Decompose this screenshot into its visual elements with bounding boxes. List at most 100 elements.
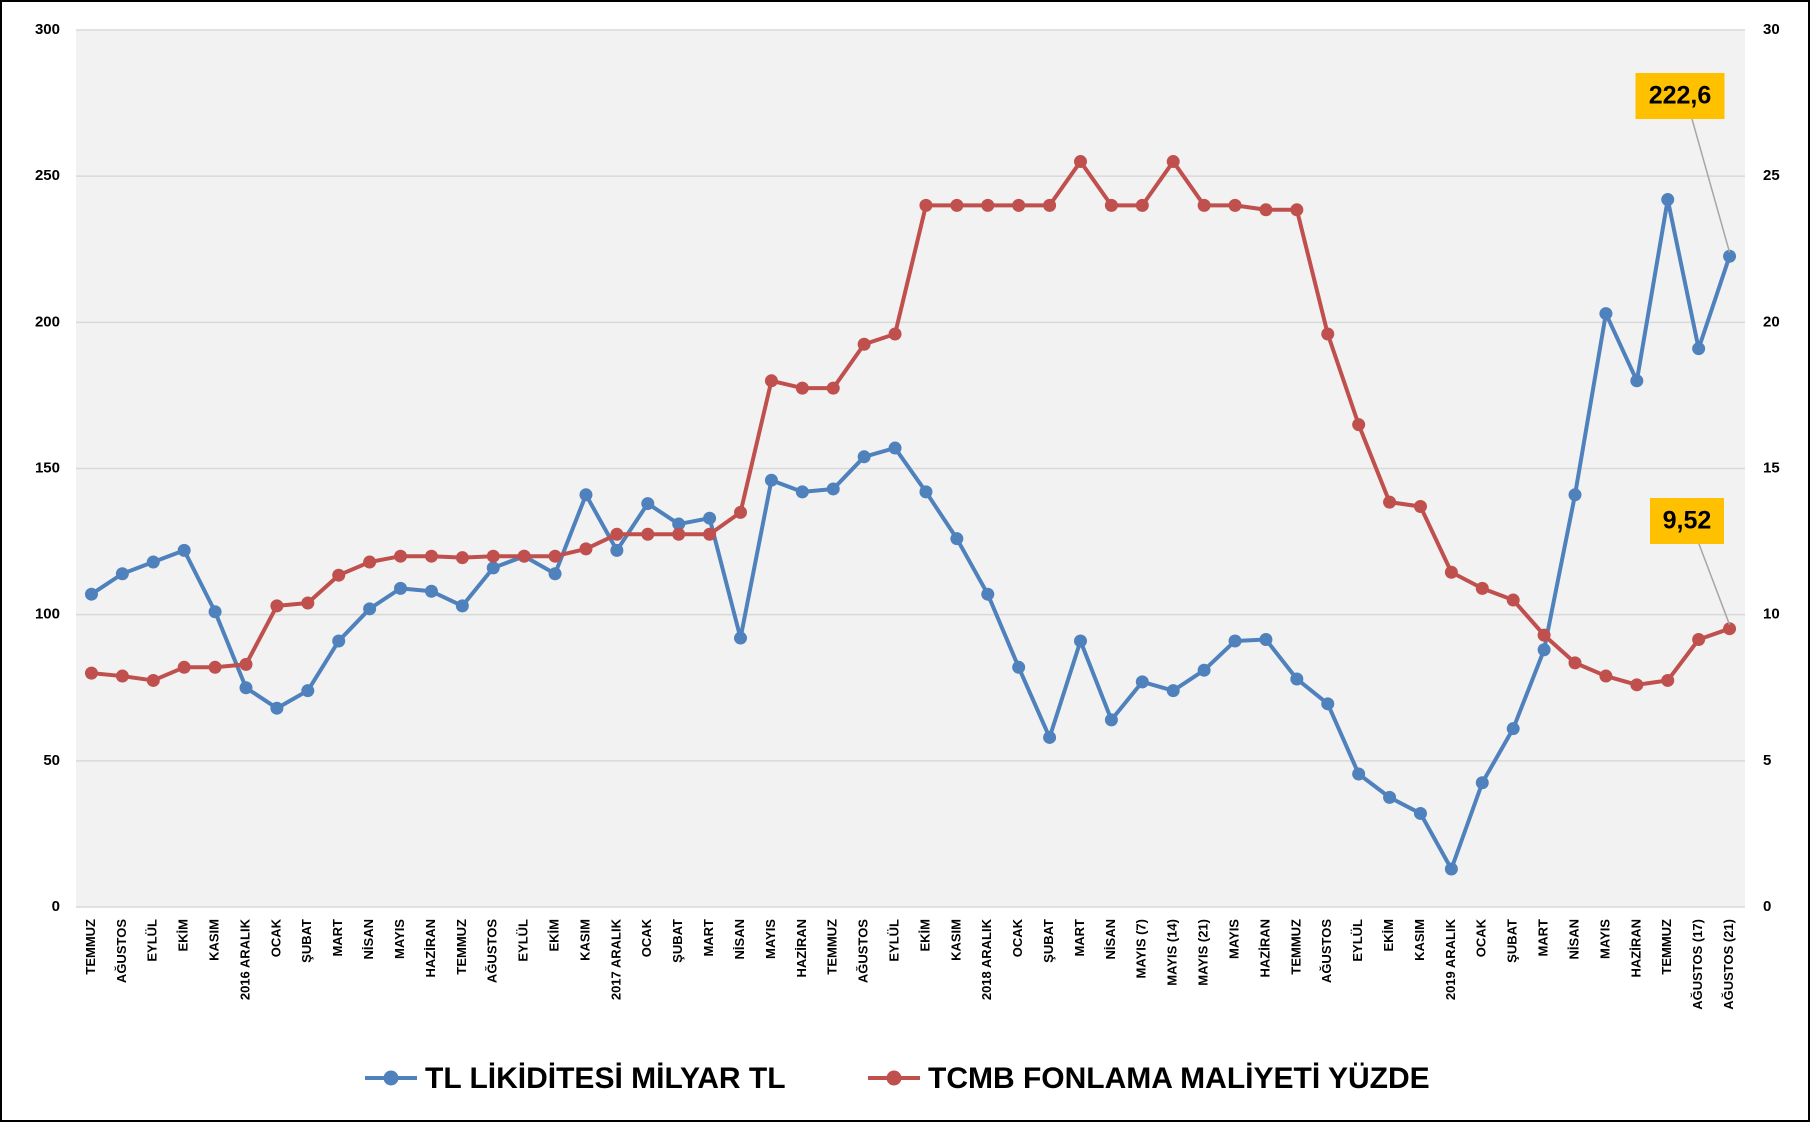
data-point [1568,488,1582,502]
x-tick-label: MAYIS (14) [1165,919,1180,986]
legend-marker [383,1070,399,1086]
data-point [1599,669,1613,683]
x-tick-label: OCAK [1010,918,1025,957]
data-point [1413,500,1427,514]
data-point [1259,203,1273,217]
y2-tick-label: 25 [1763,167,1780,184]
data-point [1197,663,1211,677]
data-point [1166,155,1180,169]
x-tick-label: 2017 ARALIK [608,918,623,1000]
x-tick-label: HAZİRAN [423,919,438,978]
x-tick-label: OCAK [1474,918,1489,957]
x-tick-label: EKİM [547,919,562,952]
data-point [1228,198,1242,212]
data-point [84,666,98,680]
data-point [1383,495,1397,509]
y-tick-label: 250 [35,167,60,184]
y2-tick-label: 20 [1763,313,1780,330]
x-tick-label: MAYIS (7) [1134,919,1149,978]
data-point [1723,622,1737,636]
data-point [795,485,809,499]
x-tick-label: 2018 ARALIK [979,918,994,1000]
data-point [703,527,717,541]
data-point [1475,776,1489,790]
data-point [1661,193,1675,207]
y2-tick-label: 30 [1763,21,1780,38]
data-point [672,517,686,531]
y2-tick-label: 15 [1763,459,1780,476]
legend-marker [886,1070,902,1086]
data-point [1352,767,1366,781]
x-tick-label: TEMMUZ [83,919,98,975]
data-point [486,561,500,575]
data-point [517,549,531,563]
data-point [1166,684,1180,698]
x-tick-label: ŞUBAT [1505,919,1520,963]
data-point [301,596,315,610]
data-point [1692,633,1706,647]
callout-box [1650,498,1724,544]
data-point [764,374,778,388]
data-point [115,669,129,683]
x-tick-label: KASIM [577,919,592,961]
data-point [826,381,840,395]
data-point [1413,806,1427,820]
x-tick-label: EYLÜL [516,919,531,962]
data-point [1290,672,1304,686]
y-tick-label: 50 [43,752,60,769]
x-tick-label: MAYIS [763,919,778,959]
data-point [672,527,686,541]
data-point [1104,713,1118,727]
data-point [826,482,840,496]
data-point [1568,656,1582,670]
legend-label: TL LİKİDİTESİ MİLYAR TL [425,1062,786,1095]
data-point [1012,198,1026,212]
y-tick-label: 100 [35,606,60,623]
data-point [1104,198,1118,212]
x-tick-label: NİSAN [732,919,747,959]
data-point [270,599,284,613]
data-point [1073,634,1087,648]
data-point [981,198,995,212]
callout-leader [1691,118,1731,253]
data-point [394,581,408,595]
data-point [795,381,809,395]
data-point [1506,722,1520,736]
data-point [764,473,778,487]
data-point [950,532,964,546]
callout-leader [1698,543,1731,625]
data-point [981,587,995,601]
x-tick-label: ŞUBAT [670,919,685,963]
data-point [579,542,593,556]
x-tick-label: AĞUSTOS (17) [1690,919,1705,1010]
data-point [146,555,160,569]
data-point [332,568,346,582]
x-tick-label: NİSAN [361,919,376,959]
data-point [208,660,222,674]
data-point [363,602,377,616]
x-tick-label: MAYIS [1226,919,1241,959]
data-point [610,543,624,557]
data-point [919,485,933,499]
data-point [1352,418,1366,432]
data-point [1537,628,1551,642]
y2-tick-label: 0 [1763,898,1771,915]
y2-tick-label: 5 [1763,752,1771,769]
data-point [239,657,253,671]
data-point [1444,862,1458,876]
data-point [950,198,964,212]
x-tick-label: EYLÜL [1350,919,1365,962]
data-point [548,567,562,581]
data-point [1383,790,1397,804]
value-label: 9,52 [1663,507,1712,535]
data-point [146,673,160,687]
y-tick-label: 0 [52,898,60,915]
data-point [1723,249,1737,263]
x-tick-label: MAYIS (21) [1196,919,1211,986]
x-tick-label: KASIM [207,919,222,961]
data-point [548,549,562,563]
x-tick-label: AĞUSTOS [856,919,871,983]
x-tick-label: ŞUBAT [299,919,314,963]
data-point [857,337,871,351]
